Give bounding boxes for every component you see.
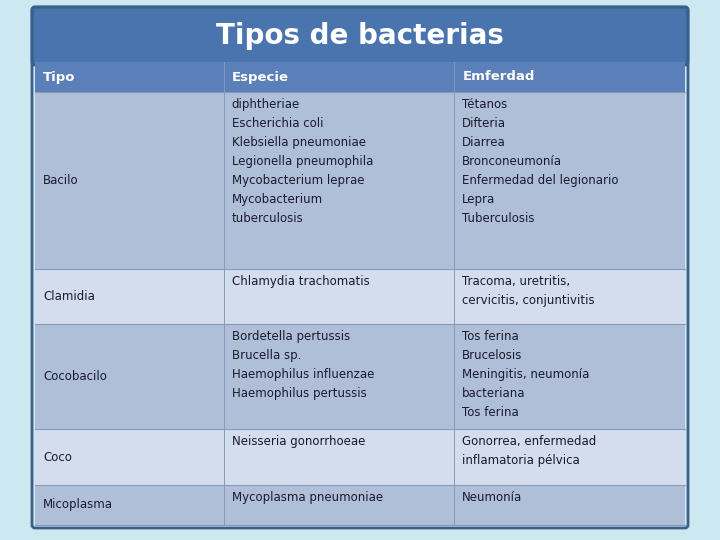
Text: Bordetella pertussis
Brucella sp.
Haemophilus influenzae
Haemophilus pertussis: Bordetella pertussis Brucella sp. Haemop…: [232, 330, 374, 400]
FancyBboxPatch shape: [32, 7, 688, 65]
Text: Bacilo: Bacilo: [43, 174, 78, 187]
Text: Tipo: Tipo: [43, 71, 76, 84]
Bar: [35, 92, 685, 269]
Text: Mycoplasma pneumoniae: Mycoplasma pneumoniae: [232, 491, 382, 504]
Bar: [35, 485, 685, 525]
Text: Tos ferina
Brucelosis
Meningitis, neumonía
bacteriana
Tos ferina: Tos ferina Brucelosis Meningitis, neumon…: [462, 330, 590, 419]
Text: diphtheriae
Escherichia coli
Klebsiella pneumoniae
Legionella pneumophila
Mycoba: diphtheriae Escherichia coli Klebsiella …: [232, 98, 373, 225]
Text: Neisseria gonorrhoeae: Neisseria gonorrhoeae: [232, 435, 365, 448]
Text: Especie: Especie: [232, 71, 289, 84]
Text: Micoplasma: Micoplasma: [43, 498, 113, 511]
Text: Neumonía: Neumonía: [462, 491, 523, 504]
Text: Coco: Coco: [43, 451, 72, 464]
Text: Gonorrea, enfermedad
inflamatoria pélvica: Gonorrea, enfermedad inflamatoria pélvic…: [462, 435, 596, 468]
Text: Clamidia: Clamidia: [43, 290, 95, 303]
Text: Tipos de bacterias: Tipos de bacterias: [216, 22, 504, 50]
Text: Cocobacilo: Cocobacilo: [43, 370, 107, 383]
Text: Emferdad: Emferdad: [462, 71, 535, 84]
Text: Chlamydia trachomatis: Chlamydia trachomatis: [232, 275, 369, 288]
Text: Tracoma, uretritis,
cervicitis, conjuntivitis: Tracoma, uretritis, cervicitis, conjunti…: [462, 275, 595, 307]
Bar: [35, 62, 685, 92]
Text: Tétanos
Difteria
Diarrea
Bronconeumonía
Enfermedad del legionario
Lepra
Tubercul: Tétanos Difteria Diarrea Bronconeumonía …: [462, 98, 618, 225]
Bar: [35, 325, 685, 429]
Bar: [35, 429, 685, 485]
Bar: [35, 269, 685, 325]
